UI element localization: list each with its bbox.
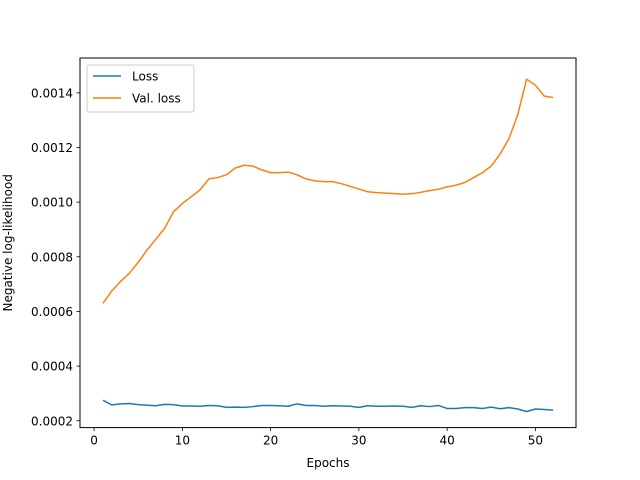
series-line-val-loss: [102, 78, 554, 304]
x-tick-label: 40: [440, 434, 455, 448]
legend-label-val-loss: Val. loss: [132, 92, 181, 106]
y-tick-label: 0.0004: [31, 360, 73, 374]
legend-label-loss: Loss: [132, 70, 158, 84]
x-axis-label: Epochs: [307, 456, 350, 470]
series-layer: [102, 78, 554, 413]
plot-frame: [79, 57, 577, 429]
x-tick-label: 30: [351, 434, 366, 448]
y-tick-label: 0.0012: [31, 141, 73, 155]
y-tick-label: 0.0010: [31, 196, 73, 210]
legend: Loss Val. loss: [86, 64, 195, 113]
y-tick-label: 0.0008: [31, 250, 73, 264]
series-line-loss: [102, 399, 554, 413]
x-tick-label: 50: [528, 434, 543, 448]
x-tick-label: 20: [263, 434, 278, 448]
x-tick-label: 10: [175, 434, 190, 448]
y-tick-label: 0.0014: [31, 86, 73, 100]
y-tick-label: 0.0002: [31, 414, 73, 428]
x-tick-label: 0: [90, 434, 98, 448]
y-axis-label: Negative log-likelihood: [1, 174, 15, 311]
y-tick-label: 0.0006: [31, 305, 73, 319]
axis-ticks: 0 10 20 30 40 50 0.0002 0.0004 0.0006 0.0008 0.001…: [31, 86, 543, 447]
